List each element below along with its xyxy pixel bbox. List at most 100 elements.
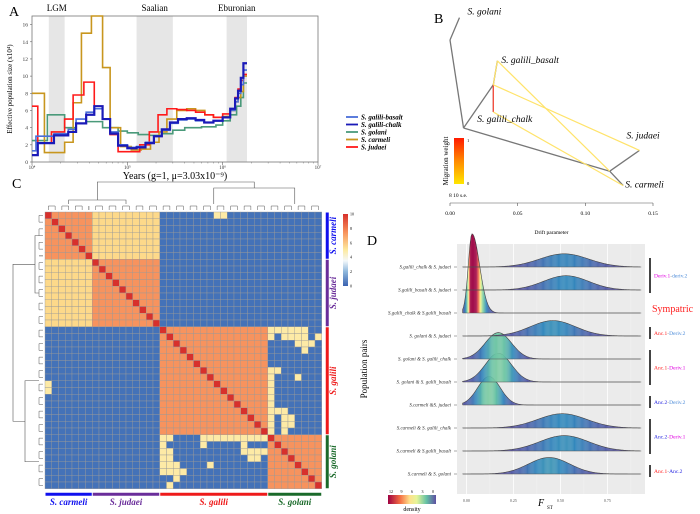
heatmap-cell [105,238,113,246]
heatmap-cell [287,306,295,314]
row-label: S.galili_basalt & S. judaei [398,289,452,294]
ridge-fill-slice [587,258,589,267]
ridge-fill-slice [582,279,584,290]
heatmap-cell [146,360,154,368]
heatmap-cell [112,340,120,348]
heatmap-cell [58,225,66,233]
heatmap-cell [314,380,322,388]
ridge-fill-slice [551,457,552,474]
heatmap-cell [186,272,194,280]
heatmap-cell [173,481,181,489]
ridge-fill-slice [480,270,482,313]
heatmap-cell [240,380,248,388]
heatmap-cell [186,394,194,402]
heatmap-cell [112,245,120,253]
heatmap-cell [125,245,133,253]
ridge-fill-slice [520,424,522,428]
ridge-fill-slice [521,466,523,474]
heatmap-cell [254,245,262,253]
colorbar-tick: 4 [350,255,352,260]
ridge-fill-slice [598,445,600,451]
ridge-fill-slice [582,329,584,336]
heatmap-cell [260,326,268,334]
heatmap-cell [139,265,147,273]
ridge-fill-slice [586,331,588,336]
ridge-fill-slice [598,285,600,290]
ridge-fill-slice [485,295,487,313]
heatmap-cell [254,380,262,388]
heatmap-cell [92,353,100,361]
heatmap-cell [152,326,160,334]
heatmap-cell [193,454,201,462]
x-tick-label: 0.75 [604,498,611,503]
heatmap-cell [159,286,167,294]
heatmap-cell [146,373,154,381]
heatmap-cell [220,292,228,300]
heatmap-cell [213,353,221,361]
heatmap-cell [247,394,255,402]
heatmap-cell [98,360,106,368]
heatmap-cell [71,414,79,422]
heatmap-cell [65,346,73,354]
ridge-fill-slice [547,279,549,290]
ridge-fill-slice [577,327,579,336]
ridge-fill-slice [528,463,530,474]
ridge-fill-slice [528,286,530,290]
ridge-fill-slice [515,369,517,382]
heatmap-cell [71,346,79,354]
ridge-fill-slice [551,277,553,290]
heatmap-cell [98,292,106,300]
ridge-fill-slice [504,335,506,359]
heatmap-cell [233,353,241,361]
ridge-fill-slice [539,458,541,474]
heatmap-cell [58,286,66,294]
ridge-fill-slice [549,278,551,290]
heatmap-cell [146,313,154,321]
heatmap-cell [308,346,316,354]
ridge-fill-slice [575,326,577,336]
heatmap-cell [119,286,127,294]
heatmap-cell [254,427,262,435]
heatmap-cell [287,421,295,429]
ridge-fill-slice [542,440,544,451]
ridge-fill-slice [464,401,466,405]
heatmap-cell [260,299,268,307]
heatmap-cell [220,468,228,476]
heatmap-cell [274,333,282,341]
heatmap-cell [44,454,52,462]
heatmap-cell [294,245,302,253]
heatmap-cell [287,380,295,388]
heatmap-cell [294,360,302,368]
heatmap-cell [173,299,181,307]
heatmap-cell [159,434,167,442]
ridge-fill-slice [553,457,555,474]
ridge-fill-slice [550,415,551,428]
ridge-fill-slice [531,285,533,290]
heatmap-cell [281,373,289,381]
heatmap-cell [166,238,174,246]
ridge-fill-slice [478,371,480,382]
heatmap-cell [260,286,268,294]
heatmap-cell [159,279,167,287]
heatmap-cell [146,475,154,483]
heatmap-cell [58,394,66,402]
y-tick-label: 2 [25,143,28,149]
migration-edge [493,84,640,151]
ridge-fill-slice [496,332,498,359]
heatmap-cell [200,373,208,381]
heatmap-cell [173,279,181,287]
ridge-fill-slice [573,415,575,428]
ridge-fill-slice [527,262,529,267]
heatmap-cell [71,340,79,348]
heatmap-cell [206,373,214,381]
ridge-fill-slice [546,416,548,428]
heatmap-cell [71,481,79,489]
heatmap-cell [159,326,167,334]
heatmap-cell [152,340,160,348]
heatmap-cell [139,292,147,300]
heatmap-cell [193,232,201,240]
heatmap-cell [112,414,120,422]
ridge-fill-slice [586,419,588,428]
ridge-fill-slice [504,334,505,359]
heatmap-cell [166,414,174,422]
